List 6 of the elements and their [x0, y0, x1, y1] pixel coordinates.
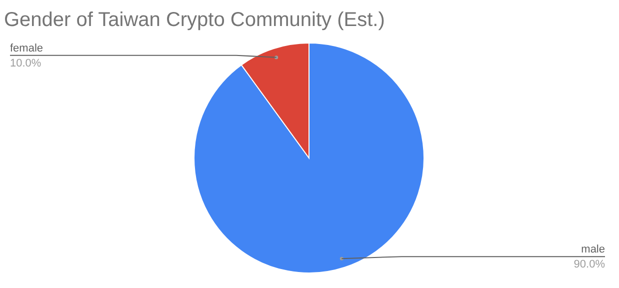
pie-slice — [194, 42, 424, 274]
slice-label: female — [10, 42, 44, 54]
data-label: 10.0% — [10, 57, 42, 70]
data-label: 90.0% — [574, 258, 606, 271]
slice-label: male — [581, 244, 605, 256]
chart-title: Gender of Taiwan Crypto Community (Est.) — [4, 9, 385, 31]
